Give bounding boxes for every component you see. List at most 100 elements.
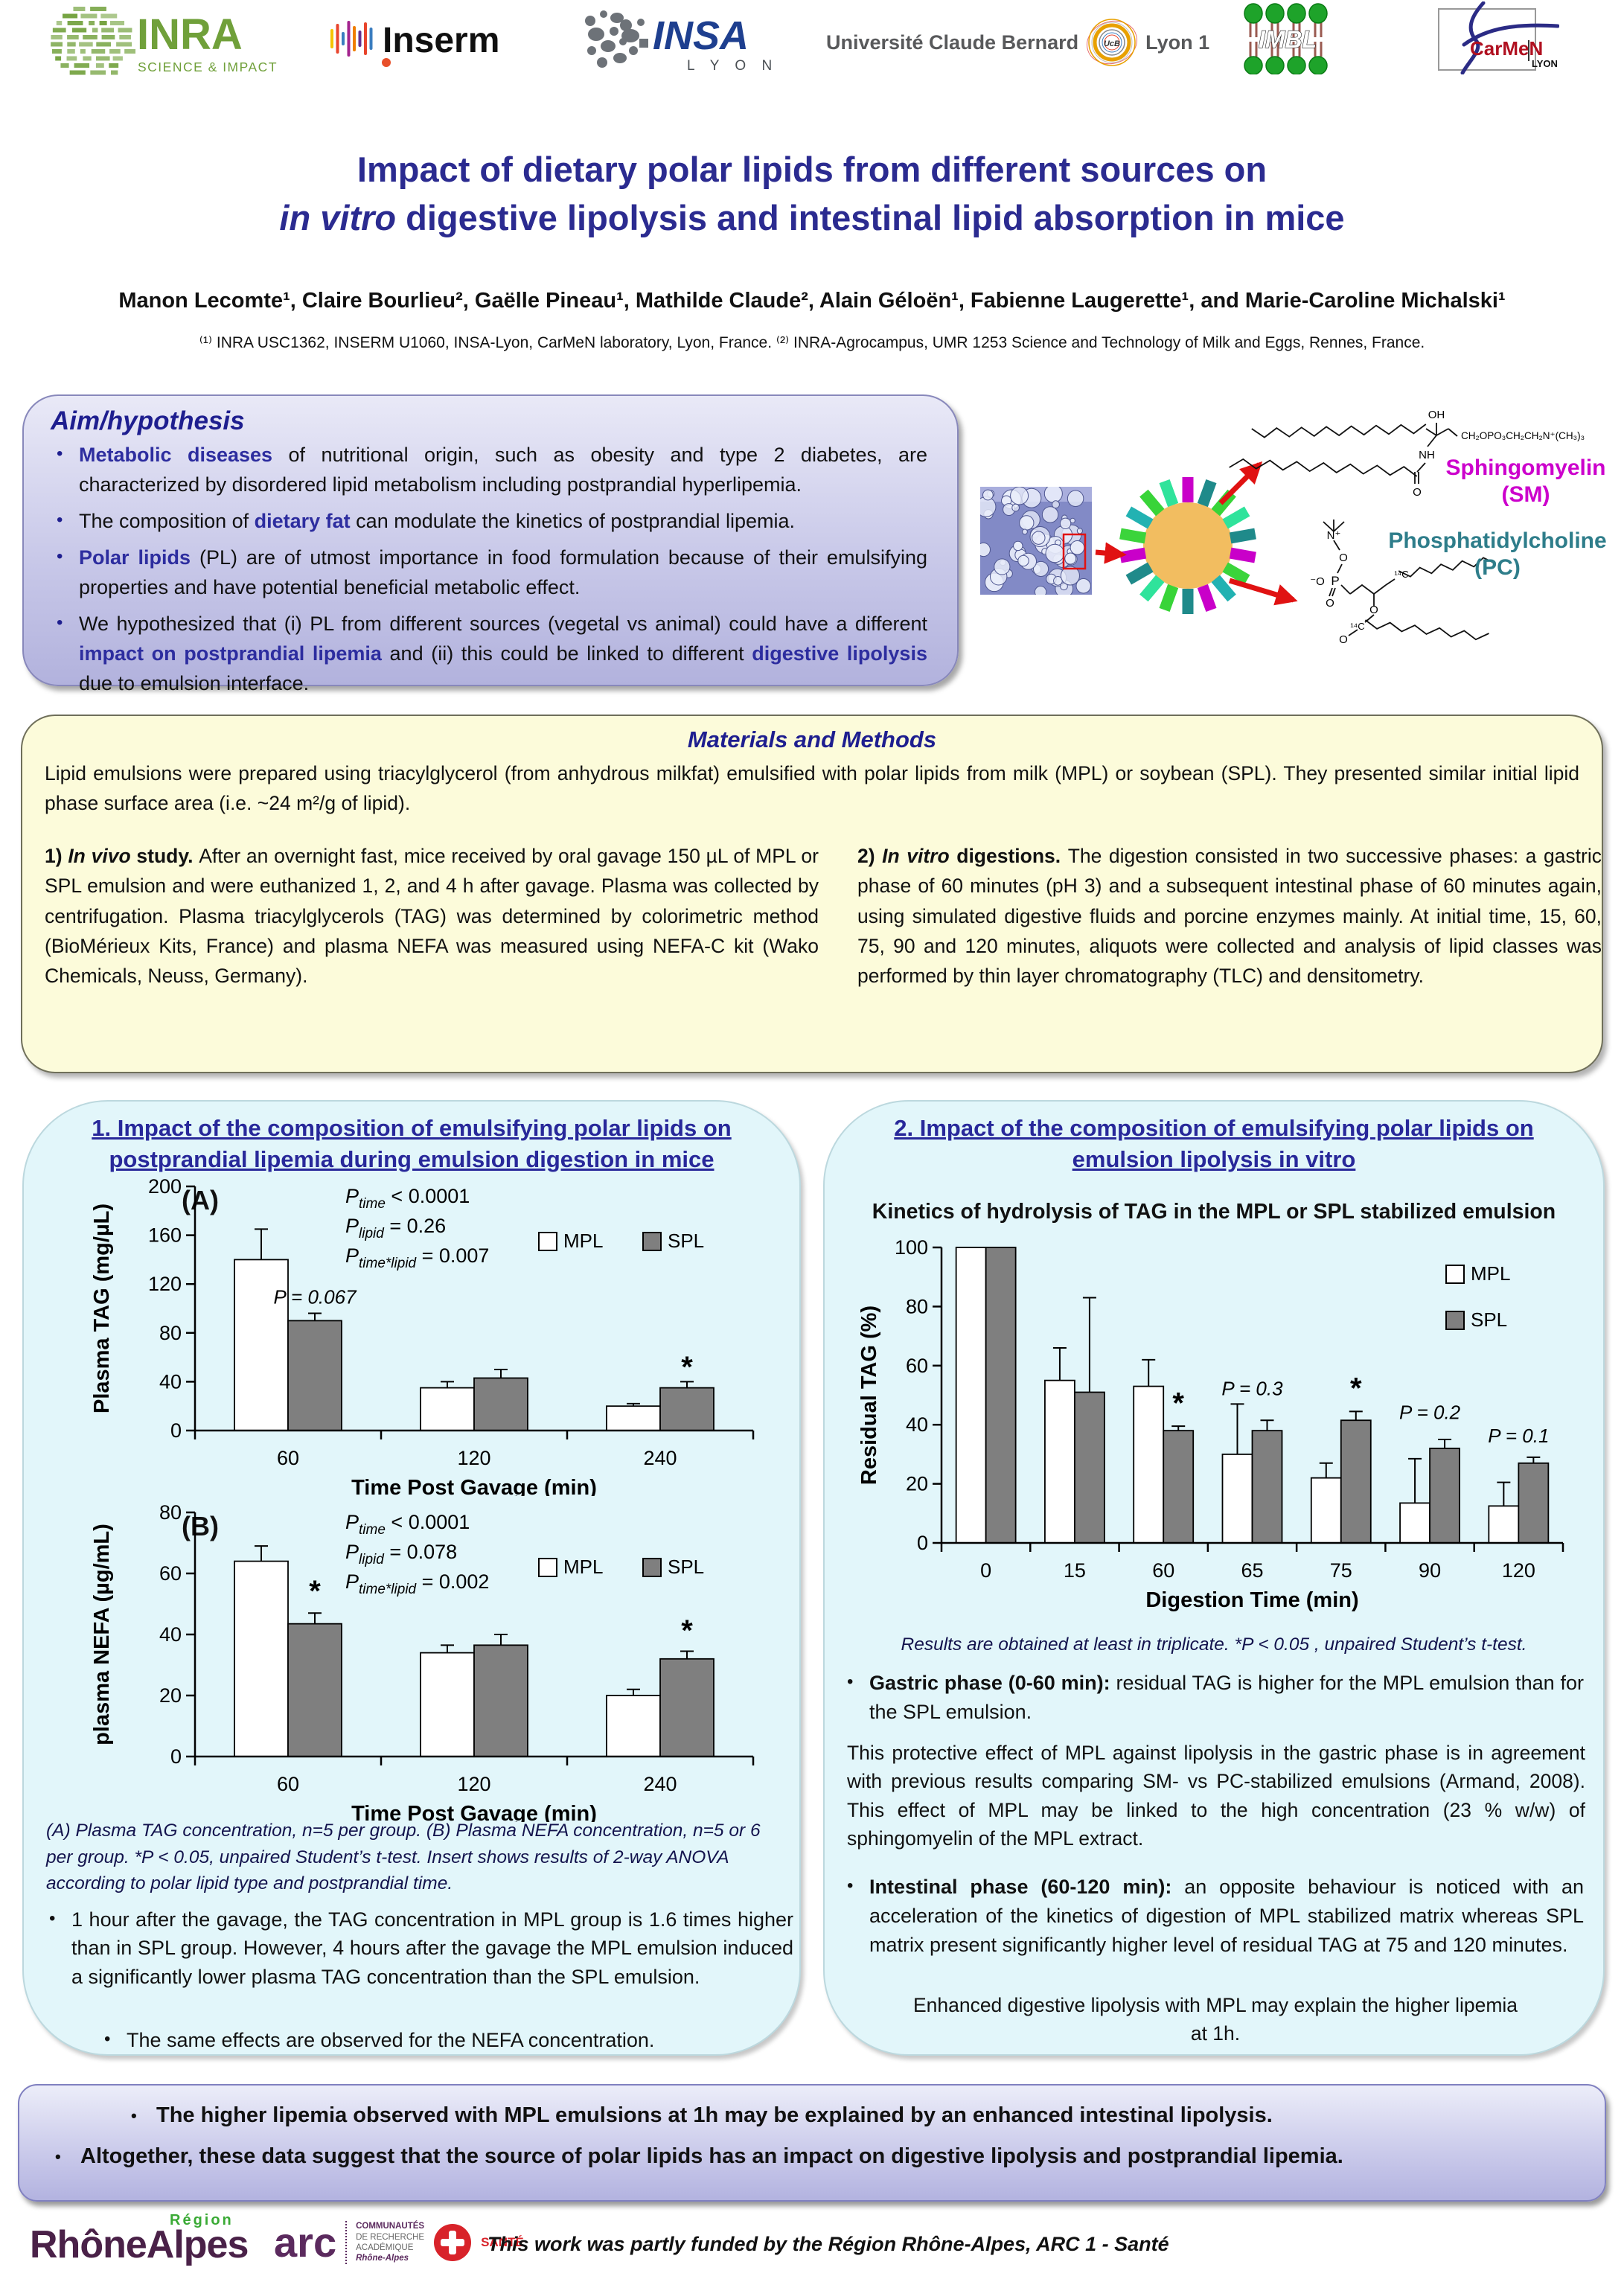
illustration-arrows (1095, 461, 1298, 606)
inserm-logo: Inserm (330, 21, 499, 67)
svg-text:0: 0 (917, 1532, 928, 1554)
svg-text:40: 40 (159, 1370, 182, 1393)
svg-text:Plipid = 0.078: Plipid = 0.078 (345, 1541, 457, 1567)
conclusion-bullet-2-text: Altogether, these data suggest that the … (80, 2144, 1343, 2168)
pc-c14-label-2: ¹⁴C (1350, 621, 1364, 632)
conclusion-bullet-1-text: The higher lipemia observed with MPL emu… (156, 2103, 1273, 2127)
results2-heading-line2: emulsion lipolysis in vitro (1072, 1145, 1356, 1172)
svg-text:SPL: SPL (668, 1230, 704, 1252)
bullet-dot: • (49, 1908, 56, 1928)
insa-logo-city: L Y O N (687, 58, 778, 74)
pc-n-label: N⁺ (1327, 529, 1341, 542)
emulsion-illustration: OH NH O CH₂OPO₃CH₂CH₂N⁺(CH₃)₃ Sphingomye… (980, 409, 1607, 646)
svg-text:0: 0 (980, 1559, 991, 1582)
aim-bullet-3: • Polar lipids (PL) are of utmost import… (57, 543, 927, 603)
sm-headgroup-formula: CH₂OPO₃CH₂CH₂N⁺(CH₃)₃ (1461, 430, 1585, 441)
svg-text:*: * (1172, 1387, 1184, 1419)
svg-text:Plipid = 0.26: Plipid = 0.26 (345, 1215, 446, 1241)
imbl-logo: IMBL (1244, 3, 1328, 74)
carmen-logo-city: LYON (1532, 58, 1558, 69)
chart-plasma-tag: 0 40 80 120 160 200 60 120 240 Time Post Gavage (… (90, 1176, 755, 1496)
affiliations-line: ⁽¹⁾ INRA USC1362, INSERM U1060, INSA-Lyo… (199, 334, 1425, 351)
chart-plasma-nefa: 0 20 40 60 80 60 120 240 Time Post Gavage (min) p… (90, 1502, 755, 1822)
sm-o-label: O (1413, 486, 1422, 499)
emulsion-micrograph (980, 487, 1092, 595)
svg-text:15: 15 (1064, 1559, 1086, 1582)
inserm-bars-icon (330, 21, 373, 57)
materials-invivo: 1) In vivo study. After an overnight fas… (45, 845, 819, 988)
svg-text:60: 60 (1152, 1559, 1174, 1582)
chart-invitro-title: Kinetics of hydrolysis of TAG in the MPL… (872, 1200, 1556, 1224)
aim-bullet-4: • We hypothesized that (i) PL from diffe… (57, 610, 927, 699)
results2-heading-line1: 2. Impact of the composition of emulsify… (894, 1115, 1534, 1141)
svg-text:80: 80 (159, 1502, 182, 1524)
phosphatidylcholine-abbr: (PC) (1474, 555, 1521, 580)
svg-text:60: 60 (906, 1355, 928, 1377)
results2-gastric-bullet: • Gastric phase (0-60 min): residual TAG… (847, 1669, 1584, 1727)
svg-text:90: 90 (1419, 1559, 1441, 1582)
svg-text:Residual TAG (%): Residual TAG (%) (857, 1305, 881, 1485)
arc-sante-logos: arc COMMUNAUTÉS DE RECHERCHE ACADÉMIQUE … (274, 2221, 524, 2264)
panel-label-a: (A) (182, 1185, 219, 1215)
svg-text:120: 120 (457, 1447, 490, 1469)
carmen-curve-icon (1460, 1, 1486, 74)
svg-text:Ptime < 0.0001: Ptime < 0.0001 (345, 1185, 470, 1212)
inra-logo-tagline: SCIENCE & IMPACT (138, 60, 278, 74)
authors-line: Manon Lecomte¹, Claire Bourlieu², Gaëlle… (118, 289, 1506, 313)
bullet-dot: • (57, 509, 63, 530)
poster-title-line1: Impact of dietary polar lipids from diff… (357, 150, 1267, 189)
svg-text:Ptime < 0.0001: Ptime < 0.0001 (345, 1511, 470, 1538)
inserm-logo-text: Inserm (383, 21, 499, 60)
insa-lyon-logo: INSA L Y O N (585, 10, 778, 74)
svg-text:Plasma TAG (mg/µL): Plasma TAG (mg/µL) (90, 1204, 114, 1413)
poster-title-line2-rest: digestive lipolysis and intestinal lipid… (396, 197, 1345, 237)
arc-line-3: ACADÉMIQUE (356, 2243, 414, 2252)
bullet-dot: • (57, 612, 63, 633)
emulsion-droplet-schematic (1119, 477, 1256, 614)
arc-logo-text: arc (274, 2218, 337, 2266)
rhonealpes-logo: Région RhôneAlpes (30, 2212, 268, 2276)
results1-bullet-2: • The same effects are observed for the … (104, 2026, 774, 2056)
pc-o-label: O (1339, 552, 1348, 564)
pc-p-label: P (1331, 574, 1339, 588)
poster-title-line2: in vitro digestive lipolysis and intesti… (0, 194, 1624, 243)
imbl-lipid-icon (1244, 3, 1328, 74)
svg-text:*: * (681, 1351, 693, 1384)
bullet-dot: • (847, 1876, 854, 1896)
pc-c14-label: ¹⁴C (1394, 569, 1408, 580)
rhonealpes-name-text: RhôneAlpes (30, 2223, 249, 2266)
inra-logo-text: INRA (137, 10, 243, 59)
poster-title-invitro: in vitro (279, 197, 397, 237)
insa-logo-text: INSA (653, 13, 749, 58)
aim-bullet-2-text: The composition of dietary fat can modul… (79, 509, 796, 532)
results2-intestinal-text: Intestinal phase (60-120 min): an opposi… (869, 1876, 1584, 1957)
results2-paragraph: This protective effect of MPL against li… (847, 1742, 1585, 1850)
svg-text:160: 160 (148, 1224, 182, 1247)
arc-line-4: Rhône-Alpes (356, 2254, 409, 2263)
ucbl-name-left: Université Claude Bernard (826, 31, 1079, 54)
inra-logo: INRA SCIENCE & IMPACT (51, 7, 278, 75)
rhonealpes-region-text: Région (170, 2212, 234, 2228)
materials-intro: Lipid emulsions were prepared using tria… (45, 762, 1579, 814)
arc-divider (345, 2221, 348, 2264)
svg-text:240: 240 (643, 1447, 677, 1469)
arc-logo-lines: COMMUNAUTÉS DE RECHERCHE ACADÉMIQUE Rhôn… (356, 2221, 424, 2264)
aim-bullet-3-text: Polar lipids (PL) are of utmost importan… (79, 546, 927, 598)
pc-o2-label: O (1326, 597, 1334, 610)
svg-text:P = 0.067: P = 0.067 (273, 1285, 357, 1308)
materials-heading: Materials and Methods (687, 726, 937, 752)
results1-heading-line2: postprandial lipemia during emulsion dig… (109, 1145, 715, 1172)
phosphatidylcholine-label: Phosphatidylcholine (1388, 528, 1606, 553)
sphingomyelin-abbr: (SM) (1502, 482, 1550, 507)
sante-cross-icon (434, 2224, 472, 2261)
conclusion-bullet-1: • The higher lipemia observed with MPL e… (131, 2103, 1575, 2128)
svg-text:65: 65 (1241, 1559, 1263, 1582)
aim-bullet-4-text: We hypothesized that (i) PL from differe… (79, 612, 927, 694)
svg-text:P = 0.2: P = 0.2 (1399, 1401, 1461, 1423)
funding-statement: This work was partly funded by the Régio… (487, 2233, 1169, 2255)
results1-bullet-1-text: 1 hour after the gavage, the TAG concent… (71, 1908, 793, 1988)
pc-ominus-label: ⁻O (1310, 575, 1325, 588)
aim-bullet-list: • Metabolic diseases of nutritional orig… (24, 441, 957, 699)
svg-text:120: 120 (457, 1773, 490, 1795)
